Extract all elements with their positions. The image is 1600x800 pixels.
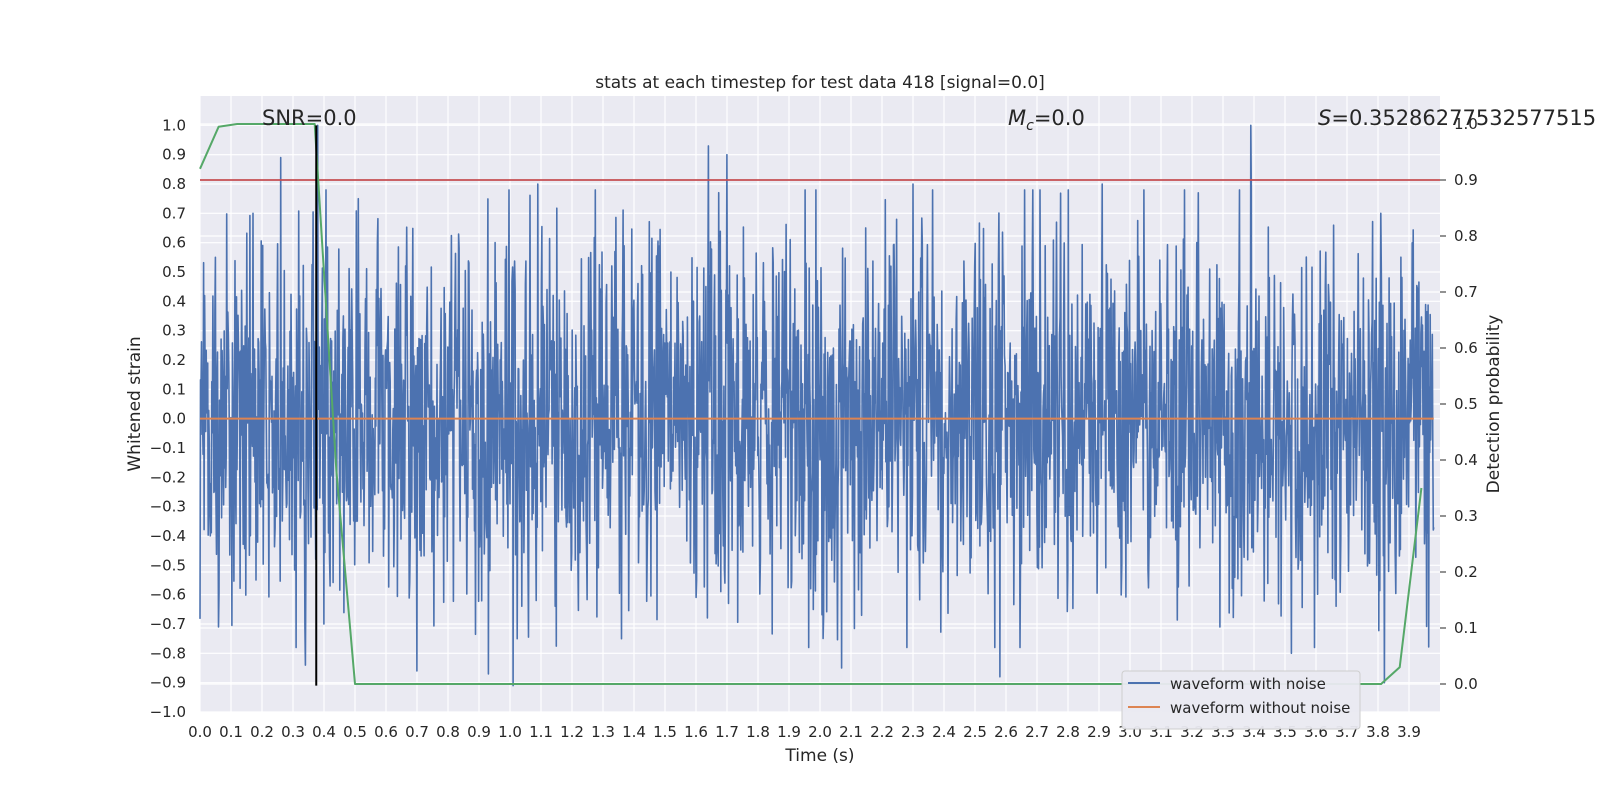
y-right-tick-label: 0.0 [1454,675,1478,693]
y-right-tick-label: 0.1 [1454,619,1478,637]
y-right-tick-label: 0.3 [1454,507,1478,525]
y-left-tick-label: −0.3 [150,498,186,516]
y-left-tick-label: −0.8 [150,644,186,662]
mc-annotation: Mc=0.0 [1008,106,1085,134]
series-waveform-with-noise [199,124,1435,687]
y-left-tick-label: 0.8 [162,175,186,193]
x-tick-label: 0.9 [467,723,491,741]
x-tick-label: 3.8 [1366,723,1390,741]
x-tick-label: 1.1 [529,723,553,741]
y-left-tick-label: 0.4 [162,292,186,310]
x-tick-label: 0.7 [405,723,429,741]
x-tick-label: 0.3 [281,723,305,741]
y-left-tick-label: 0.3 [162,322,186,340]
x-tick-label: 0.5 [343,723,367,741]
x-tick-label: 2.8 [1056,723,1080,741]
y-left-tick-label: 0.2 [162,351,186,369]
y-right-tick-labels: 1.0 0.9 0.8 0.7 0.6 0.5 0.4 0.3 0.2 0.1 0.0 [1440,115,1478,693]
x-tick-label: 2.9 [1087,723,1111,741]
x-tick-label: 0.8 [436,723,460,741]
x-tick-label: 1.4 [622,723,646,741]
y-left-tick-label: 0.1 [162,380,186,398]
x-tick-label: 1.2 [560,723,584,741]
snr-annotation: SNR=0.0 [262,106,357,130]
x-tick-label: 2.5 [963,723,987,741]
x-tick-label: 0.6 [374,723,398,741]
x-tick-label: 2.0 [808,723,832,741]
x-tick-label: 1.9 [777,723,801,741]
y-right-tick-label: 0.8 [1454,227,1478,245]
x-tick-label: 2.3 [901,723,925,741]
y-left-tick-label: 0.0 [162,410,186,428]
y-right-tick-label: 0.4 [1454,451,1478,469]
y-left-tick-label: −0.6 [150,586,186,604]
y-left-tick-label: −0.9 [150,674,186,692]
y-left-tick-label: 1.0 [162,116,186,134]
y-axis-label-left: Whitened strain [125,336,145,471]
x-tick-label: 3.9 [1397,723,1421,741]
x-tick-label: 2.2 [870,723,894,741]
y-left-tick-label: −0.5 [150,556,186,574]
x-axis-label: Time (s) [784,746,854,766]
y-left-tick-label: 0.5 [162,263,186,281]
x-tick-label: 1.3 [591,723,615,741]
y-left-tick-label: 0.7 [162,204,186,222]
x-tick-label: 0.1 [219,723,243,741]
x-tick-label: 2.1 [839,723,863,741]
x-tick-label: 0.0 [188,723,212,741]
x-tick-label: 2.6 [994,723,1018,741]
x-tick-label: 0.2 [250,723,274,741]
x-tick-label: 1.6 [684,723,708,741]
x-tick-label: 1.7 [715,723,739,741]
x-tick-label: 1.0 [498,723,522,741]
y-left-tick-label: 0.9 [162,146,186,164]
chart-title: stats at each timestep for test data 418… [595,73,1045,93]
y-left-tick-label: −0.7 [150,615,186,633]
y-left-tick-labels: 1.0 0.9 0.8 0.7 0.6 0.5 0.4 0.3 0.2 0.1 0.0 −0.1 −0.… [150,116,186,721]
y-left-tick-label: −1.0 [150,703,186,721]
y-left-tick-label: −0.4 [150,527,186,545]
s-annotation: S=0.35286277532577515 [1318,106,1596,130]
y-right-tick-label: 0.5 [1454,395,1478,413]
x-tick-label: 1.5 [653,723,677,741]
y-left-tick-label: −0.1 [150,439,186,457]
legend-label-clean: waveform without noise [1170,699,1350,717]
x-tick-label: 2.4 [932,723,956,741]
x-tick-label: 2.7 [1025,723,1049,741]
y-right-tick-label: 0.2 [1454,563,1478,581]
legend: waveform with noise waveform without noi… [1121,670,1361,730]
y-right-tick-label: 1.0 [1454,115,1478,133]
x-tick-label: 0.4 [312,723,336,741]
y-right-tick-label: 0.9 [1454,171,1478,189]
y-left-tick-label: −0.2 [150,468,186,486]
legend-label-noise: waveform with noise [1170,675,1326,693]
legend-box [1121,670,1361,730]
y-axis-label-right: Detection probability [1484,315,1504,494]
y-left-tick-label: 0.6 [162,234,186,252]
x-tick-label: 1.8 [746,723,770,741]
y-right-tick-label: 0.7 [1454,283,1478,301]
y-right-tick-label: 0.6 [1454,339,1478,357]
